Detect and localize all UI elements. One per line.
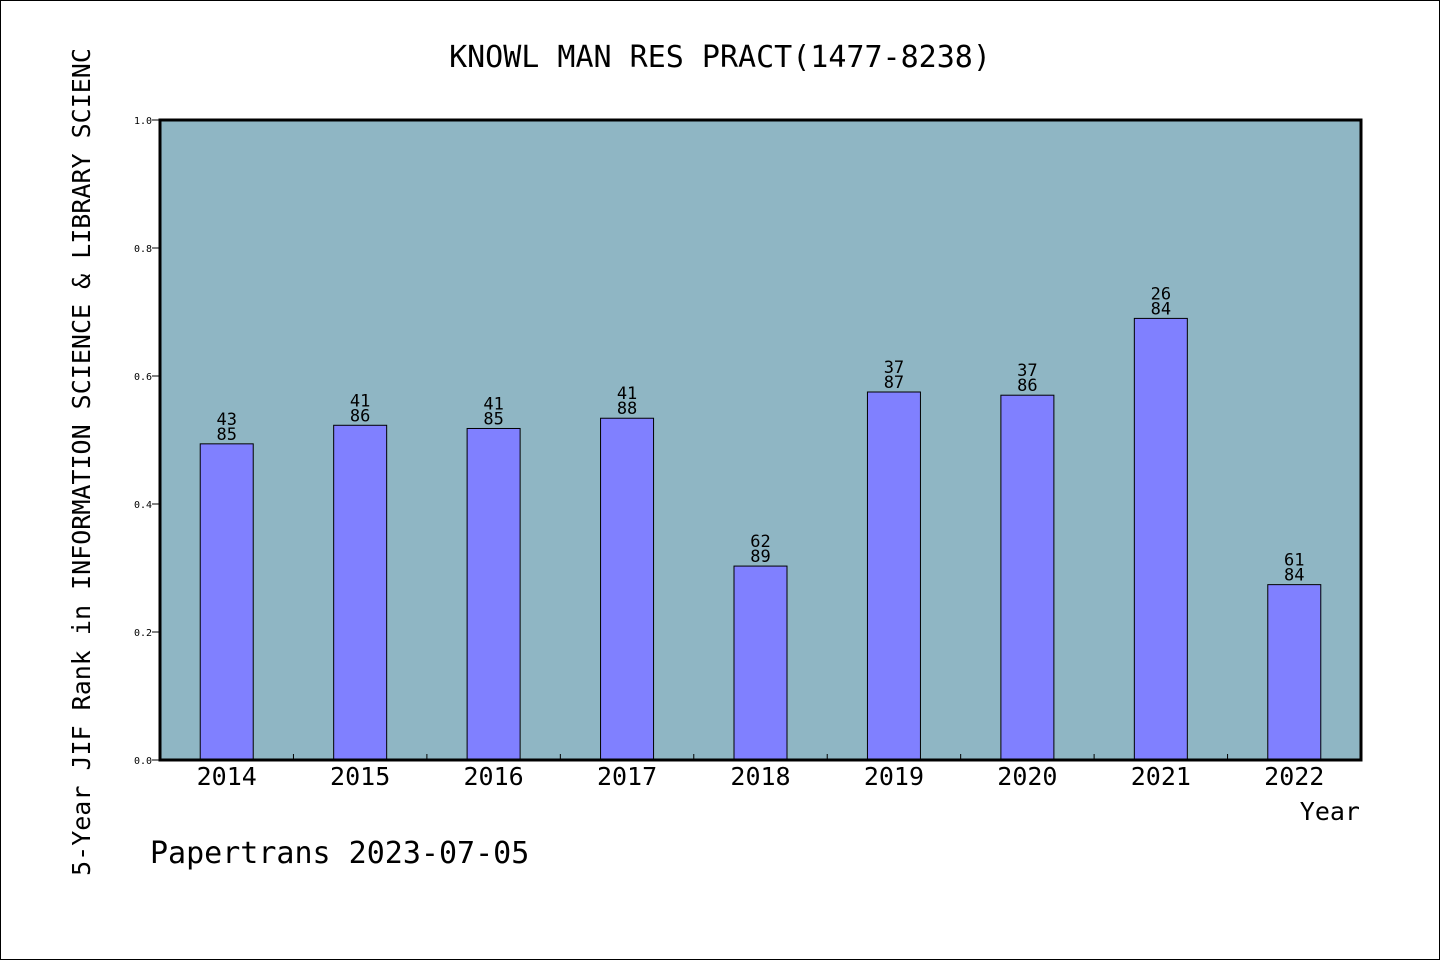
bar-2021	[1133, 317, 1188, 761]
x-tick-label-2018: 2018	[730, 762, 790, 791]
bar-label-rank-2022: 61	[1284, 551, 1304, 571]
bar-2020	[1000, 394, 1055, 761]
y-tick-label-0.8: 0.8	[134, 244, 152, 255]
bar-label-total-2019: 87	[884, 373, 904, 393]
plot-border	[158, 118, 1363, 762]
x-tick-label-2016: 2016	[464, 762, 524, 791]
bar-2019	[866, 391, 921, 761]
bar-2014	[199, 443, 254, 761]
bar-label-total-2021: 84	[1151, 299, 1171, 319]
x-tick-label-2022: 2022	[1264, 762, 1324, 791]
bar-2018	[733, 565, 788, 761]
bar-label-rank-2018: 62	[750, 532, 770, 552]
y-tick-label-0.2: 0.2	[134, 628, 152, 639]
x-axis-ticks: 2014 2015 2016 2017 2018 2019 2020 2021 2022	[197, 754, 1324, 791]
bars-group	[199, 317, 1322, 761]
bar-label-rank-2016: 41	[483, 394, 503, 414]
bar-2017	[600, 417, 655, 761]
bar-label-rank-2014: 43	[216, 410, 236, 430]
x-tick-label-2021: 2021	[1131, 762, 1191, 791]
bar-label-rank-2019: 37	[884, 358, 904, 378]
bar-label-rank-2017: 41	[617, 384, 637, 404]
bar-label-rank-2020: 37	[1017, 361, 1037, 381]
y-axis-ticks: 0.0 0.2 0.4 0.6 0.8 1.0	[134, 116, 160, 767]
y-axis-label: 5-Year JIF Rank in INFORMATION SCIENCE &…	[67, 48, 96, 876]
x-tick-label-2019: 2019	[864, 762, 924, 791]
y-tick-label-0.6: 0.6	[134, 372, 152, 383]
bar-2015	[333, 424, 388, 761]
bar-label-rank-2021: 26	[1151, 284, 1171, 304]
x-tick-label-2017: 2017	[597, 762, 657, 791]
bar-label-total-2020: 86	[1017, 376, 1037, 396]
bar-label-total-2018: 89	[750, 547, 770, 567]
footer-credit: Papertrans 2023-07-05	[150, 836, 529, 871]
bar-label-total-2015: 86	[350, 406, 370, 426]
bar-label-total-2014: 85	[216, 425, 236, 445]
y-tick-label-1.0: 1.0	[134, 116, 152, 127]
chart-title: KNOWL MAN RES PRACT(1477-8238)	[449, 40, 991, 75]
bar-label-total-2017: 88	[617, 399, 637, 419]
y-tick-label-0.0: 0.0	[134, 756, 152, 767]
bar-2016	[466, 427, 521, 761]
bar-2022	[1267, 584, 1322, 761]
x-tick-label-2020: 2020	[997, 762, 1057, 791]
x-tick-label-2014: 2014	[197, 762, 257, 791]
x-tick-label-2015: 2015	[330, 762, 390, 791]
y-tick-label-0.4: 0.4	[134, 500, 152, 511]
bar-label-total-2016: 85	[483, 409, 503, 429]
x-axis-label: Year	[1300, 797, 1360, 826]
bar-label-rank-2015: 41	[350, 391, 370, 411]
bar-label-total-2022: 84	[1284, 566, 1304, 586]
